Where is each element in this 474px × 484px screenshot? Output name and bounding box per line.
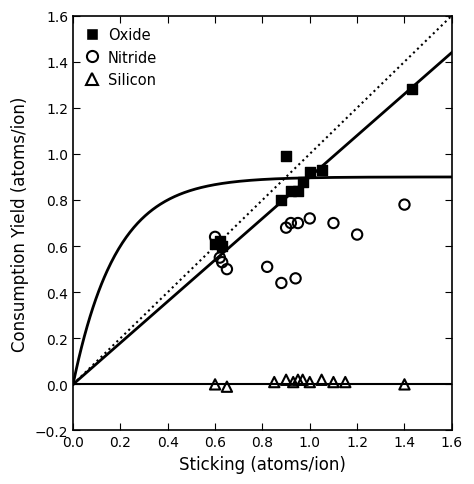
Silicon bbox=[283, 376, 290, 384]
X-axis label: Sticking (atoms/ion): Sticking (atoms/ion) bbox=[179, 455, 346, 473]
Legend: Oxide, Nitride, Silicon: Oxide, Nitride, Silicon bbox=[80, 24, 162, 92]
Nitride bbox=[401, 201, 408, 209]
Silicon bbox=[294, 376, 302, 384]
Nitride bbox=[219, 259, 226, 267]
Nitride bbox=[264, 263, 271, 271]
Oxide bbox=[219, 242, 226, 250]
Oxide bbox=[278, 197, 285, 204]
Oxide bbox=[294, 187, 302, 195]
Y-axis label: Consumption Yield (atoms/ion): Consumption Yield (atoms/ion) bbox=[11, 96, 29, 351]
Nitride bbox=[211, 233, 219, 241]
Silicon bbox=[290, 378, 297, 386]
Nitride bbox=[216, 254, 224, 262]
Silicon bbox=[341, 378, 349, 386]
Nitride bbox=[329, 220, 337, 227]
Silicon bbox=[271, 378, 278, 386]
Oxide bbox=[216, 238, 224, 246]
Oxide bbox=[211, 241, 219, 248]
Nitride bbox=[283, 224, 290, 232]
Nitride bbox=[306, 215, 314, 223]
Oxide bbox=[299, 178, 307, 186]
Oxide bbox=[408, 86, 415, 94]
Nitride bbox=[287, 220, 295, 227]
Nitride bbox=[223, 266, 231, 273]
Nitride bbox=[292, 275, 300, 283]
Nitride bbox=[353, 231, 361, 239]
Silicon bbox=[223, 383, 231, 391]
Silicon bbox=[306, 378, 314, 386]
Nitride bbox=[278, 279, 285, 287]
Silicon bbox=[299, 376, 307, 384]
Nitride bbox=[294, 220, 302, 227]
Oxide bbox=[283, 153, 290, 161]
Silicon bbox=[211, 381, 219, 389]
Oxide bbox=[306, 169, 314, 177]
Oxide bbox=[287, 187, 295, 195]
Oxide bbox=[318, 167, 326, 175]
Silicon bbox=[318, 376, 326, 384]
Silicon bbox=[329, 378, 337, 386]
Silicon bbox=[401, 381, 408, 389]
